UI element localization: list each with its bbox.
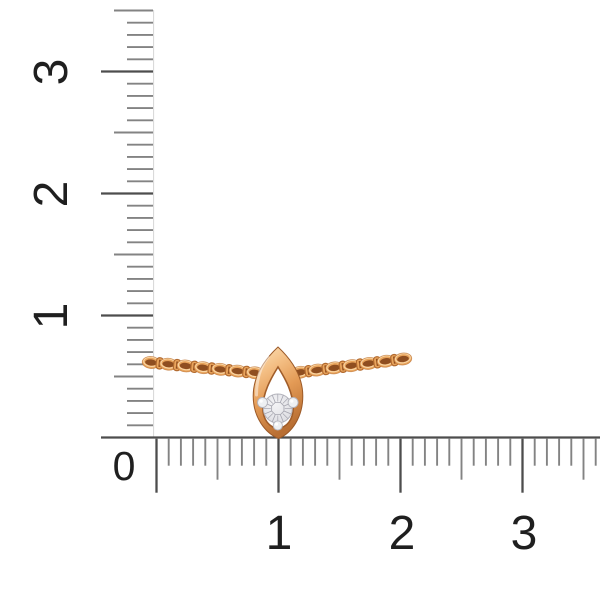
h-ruler-label-3: 3 bbox=[510, 507, 538, 560]
h-ruler-label-2: 2 bbox=[388, 507, 416, 560]
v-ruler-label-2: 2 bbox=[25, 180, 78, 208]
origin-label: 0 bbox=[112, 443, 136, 489]
v-ruler-label-1: 1 bbox=[25, 302, 78, 330]
v-ruler-label-3: 3 bbox=[25, 58, 78, 86]
h-ruler-label-1: 1 bbox=[265, 507, 293, 560]
